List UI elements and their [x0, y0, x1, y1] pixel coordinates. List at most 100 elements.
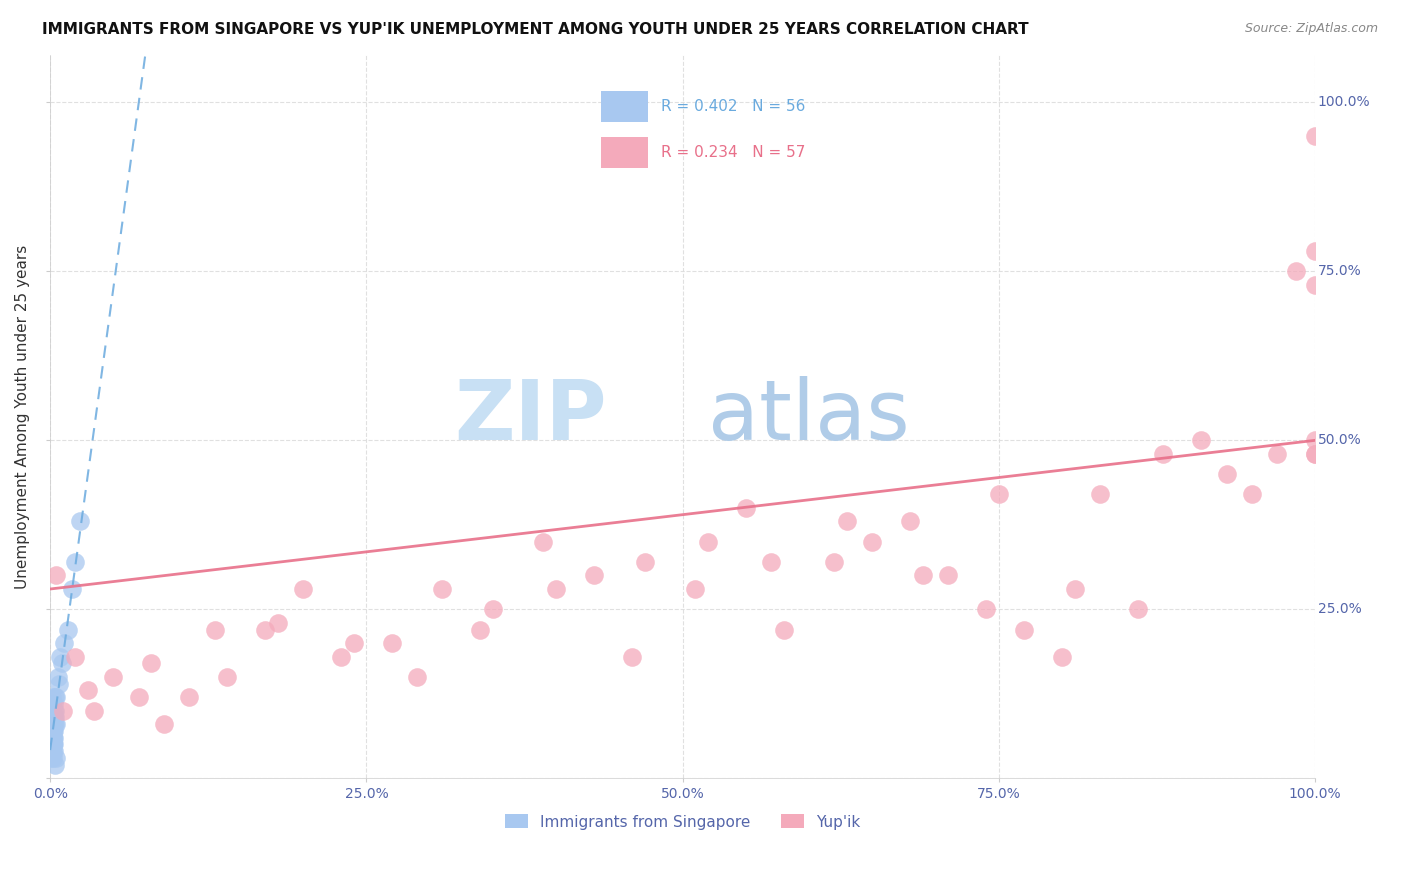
Point	[974, 602, 997, 616]
Point	[65, 555, 87, 569]
Text: IMMIGRANTS FROM SINGAPORE VS YUP'IK UNEMPLOYMENT AMONG YOUTH UNDER 25 YEARS CORR: IMMIGRANTS FROM SINGAPORE VS YUP'IK UNEM…	[42, 22, 1029, 37]
Point	[41, 710, 63, 724]
Y-axis label: Unemployment Among Youth under 25 years: Unemployment Among Youth under 25 years	[15, 244, 30, 589]
Point	[39, 704, 62, 718]
Point	[44, 697, 66, 711]
Point	[52, 704, 75, 718]
Point	[1050, 649, 1073, 664]
Point	[911, 568, 934, 582]
Point	[46, 670, 69, 684]
Point	[41, 723, 63, 738]
Point	[835, 515, 858, 529]
Point	[936, 568, 959, 582]
Point	[39, 717, 62, 731]
Point	[42, 704, 65, 718]
Text: R = 0.234   N = 57: R = 0.234 N = 57	[661, 145, 806, 161]
Point	[41, 723, 63, 738]
Point	[381, 636, 404, 650]
Point	[772, 623, 794, 637]
Point	[759, 555, 782, 569]
Point	[45, 568, 67, 582]
Point	[42, 738, 65, 752]
Point	[1303, 434, 1326, 448]
Point	[44, 690, 66, 705]
Point	[42, 731, 65, 745]
Point	[41, 744, 63, 758]
Point	[42, 710, 65, 724]
Point	[45, 717, 67, 731]
Point	[179, 690, 201, 705]
Point	[1303, 447, 1326, 461]
Point	[42, 738, 65, 752]
Point	[1189, 434, 1212, 448]
Point	[734, 500, 756, 515]
Point	[343, 636, 366, 650]
Point	[41, 704, 63, 718]
Point	[41, 697, 63, 711]
Point	[41, 717, 63, 731]
Text: 50.0%: 50.0%	[1317, 434, 1361, 447]
Point	[56, 623, 79, 637]
Point	[42, 744, 65, 758]
Point	[583, 568, 606, 582]
Point	[153, 717, 176, 731]
Point	[44, 710, 66, 724]
Point	[128, 690, 150, 705]
Text: Source: ZipAtlas.com: Source: ZipAtlas.com	[1244, 22, 1378, 36]
Point	[254, 623, 277, 637]
FancyBboxPatch shape	[600, 137, 648, 168]
Point	[1285, 264, 1308, 278]
FancyBboxPatch shape	[600, 91, 648, 122]
Point	[1152, 447, 1174, 461]
Point	[65, 649, 87, 664]
Point	[39, 738, 62, 752]
Point	[39, 738, 62, 752]
Legend: Immigrants from Singapore, Yup'ik: Immigrants from Singapore, Yup'ik	[499, 808, 866, 836]
Point	[39, 744, 62, 758]
Text: ZIP: ZIP	[454, 376, 607, 458]
Point	[1265, 447, 1288, 461]
Point	[51, 657, 73, 671]
Point	[1088, 487, 1111, 501]
Point	[42, 723, 65, 738]
Point	[141, 657, 163, 671]
Point	[45, 690, 67, 705]
Point	[49, 649, 72, 664]
Point	[1012, 623, 1035, 637]
Point	[42, 744, 65, 758]
Point	[41, 738, 63, 752]
Point	[103, 670, 125, 684]
Point	[42, 738, 65, 752]
Point	[42, 723, 65, 738]
Point	[432, 582, 454, 596]
Point	[685, 582, 707, 596]
Point	[41, 717, 63, 731]
Point	[45, 751, 67, 765]
Point	[41, 731, 63, 745]
Text: 25.0%: 25.0%	[1317, 602, 1361, 616]
Point	[267, 615, 290, 630]
Point	[44, 717, 66, 731]
Point	[1303, 447, 1326, 461]
Point	[42, 751, 65, 765]
Point	[44, 717, 66, 731]
Point	[44, 757, 66, 772]
Point	[41, 710, 63, 724]
Point	[41, 723, 63, 738]
Point	[330, 649, 353, 664]
Point	[533, 534, 555, 549]
Point	[77, 683, 100, 698]
Point	[41, 731, 63, 745]
Point	[41, 710, 63, 724]
Point	[42, 731, 65, 745]
Point	[406, 670, 429, 684]
Point	[697, 534, 720, 549]
Point	[634, 555, 657, 569]
Point	[292, 582, 315, 596]
Point	[39, 751, 62, 765]
Point	[1303, 244, 1326, 259]
Point	[470, 623, 492, 637]
Point	[482, 602, 505, 616]
Point	[41, 731, 63, 745]
Point	[83, 704, 105, 718]
